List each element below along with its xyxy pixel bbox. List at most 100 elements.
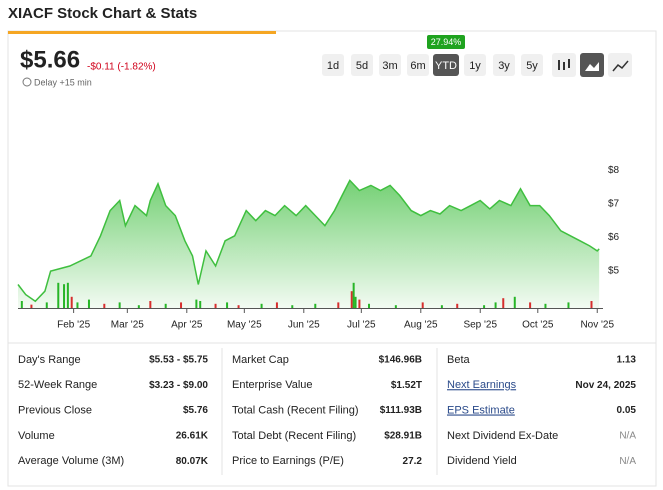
stat-value: 26.61K xyxy=(176,431,209,442)
x-tick-label: Oct '25 xyxy=(522,320,554,331)
volume-bar xyxy=(87,299,90,308)
range-label: 3m xyxy=(382,60,397,72)
y-tick-label: $6 xyxy=(608,232,620,243)
volume-bar xyxy=(195,299,198,308)
range-label: 1y xyxy=(469,60,481,72)
volume-bar xyxy=(199,301,202,308)
y-tick-label: $7 xyxy=(608,199,620,210)
title-underline xyxy=(8,31,276,34)
y-tick-label: $8 xyxy=(608,165,620,176)
range-button[interactable] xyxy=(464,54,486,76)
stat-value: $111.93B xyxy=(380,405,422,416)
stat-value: 0.05 xyxy=(617,405,637,416)
volume-bar xyxy=(260,303,263,308)
range-button[interactable] xyxy=(322,54,344,76)
x-tick-label: Jul '25 xyxy=(347,320,376,331)
title: XIACF Stock Chart & Stats xyxy=(8,5,197,22)
price-line xyxy=(17,179,600,303)
stat-value: 27.2 xyxy=(403,456,423,467)
x-tick-label: Aug '25 xyxy=(404,320,438,331)
volume-bar xyxy=(180,302,183,308)
volume-bar xyxy=(118,302,121,308)
volume-bar xyxy=(494,302,497,308)
candle-icon xyxy=(558,59,570,70)
volume-bar xyxy=(368,303,370,308)
volume-bar xyxy=(291,305,294,308)
range-button[interactable] xyxy=(521,54,543,76)
volume-bar xyxy=(456,303,459,308)
volume-bar xyxy=(394,305,397,308)
chart-type-buttons xyxy=(552,53,632,77)
range-button[interactable] xyxy=(407,54,429,76)
area-button[interactable] xyxy=(580,53,604,77)
line-button[interactable] xyxy=(608,53,632,77)
volume-bar xyxy=(440,305,443,308)
stat-label: Enterprise Value xyxy=(232,379,313,391)
volume-bar xyxy=(164,303,167,308)
volume-bar xyxy=(103,303,106,308)
return-badge xyxy=(427,35,465,49)
volume-bar xyxy=(137,305,140,308)
delay-note: Delay +15 min xyxy=(34,77,92,87)
stat-value: $5.76 xyxy=(183,405,208,416)
stat-label: Total Debt (Recent Filing) xyxy=(232,430,356,442)
stat-label: Previous Close xyxy=(18,405,92,417)
stat-label: Average Volume (3M) xyxy=(18,455,124,467)
price-area xyxy=(18,180,600,308)
range-label: 5y xyxy=(526,60,538,72)
volume-bar xyxy=(214,303,217,308)
volume-bar xyxy=(421,302,424,308)
volume-bar xyxy=(513,296,516,308)
stat-label: Market Cap xyxy=(232,354,289,366)
volume-bar xyxy=(275,302,278,308)
volume-bar xyxy=(358,299,361,308)
stat-label: Total Cash (Recent Filing) xyxy=(232,405,359,417)
volume-bar xyxy=(483,305,486,308)
stat-value: N/A xyxy=(619,431,636,442)
range-button[interactable] xyxy=(433,54,459,76)
x-tick-label: Jun '25 xyxy=(288,320,320,331)
x-tick-label: Nov '25 xyxy=(580,320,614,331)
volume-bar xyxy=(57,282,60,308)
volume-bar xyxy=(66,282,69,308)
range-button[interactable] xyxy=(351,54,373,76)
stat-value: 1.13 xyxy=(617,355,637,366)
volume-bar xyxy=(502,298,505,308)
range-label: 6m xyxy=(410,60,425,72)
x-tick-label: May '25 xyxy=(227,320,262,331)
stat-label: Price to Earnings (P/E) xyxy=(232,455,344,467)
volume-bar xyxy=(63,284,66,308)
stat-value: 80.07K xyxy=(176,456,209,467)
area-icon xyxy=(585,62,599,71)
volume-bar xyxy=(45,302,48,308)
price: $5.66 xyxy=(20,46,80,73)
range-label: YTD xyxy=(435,60,457,72)
range-button[interactable] xyxy=(379,54,401,76)
volume-bar xyxy=(567,302,570,308)
stat-label: Dividend Yield xyxy=(447,455,517,467)
stat-label[interactable]: EPS Estimate xyxy=(447,405,515,417)
stat-value: $3.23 - $9.00 xyxy=(149,380,208,391)
x-tick-label: Feb '25 xyxy=(57,320,90,331)
range-button[interactable] xyxy=(493,54,515,76)
volume-bar xyxy=(350,291,353,308)
stat-label[interactable]: Next Earnings xyxy=(447,379,517,391)
range-label: 1d xyxy=(327,60,339,72)
volume-bar xyxy=(352,282,355,308)
x-tick-label: Mar '25 xyxy=(111,320,144,331)
y-tick-label: $5 xyxy=(608,266,620,277)
volume-bar xyxy=(30,304,33,308)
return-value: 27.94% xyxy=(431,37,462,47)
clock-icon xyxy=(22,77,32,87)
panel xyxy=(7,30,657,487)
stat-value: $5.53 - $5.75 xyxy=(149,355,208,366)
stat-label: Beta xyxy=(447,354,471,366)
volume-bar xyxy=(529,302,532,308)
stat-value: N/A xyxy=(619,456,636,467)
stat-value: $1.52T xyxy=(391,380,422,391)
stat-value: $146.96B xyxy=(379,355,422,366)
volume-bar xyxy=(544,303,547,308)
volume-bar xyxy=(149,301,152,308)
volume-bar xyxy=(20,301,23,308)
